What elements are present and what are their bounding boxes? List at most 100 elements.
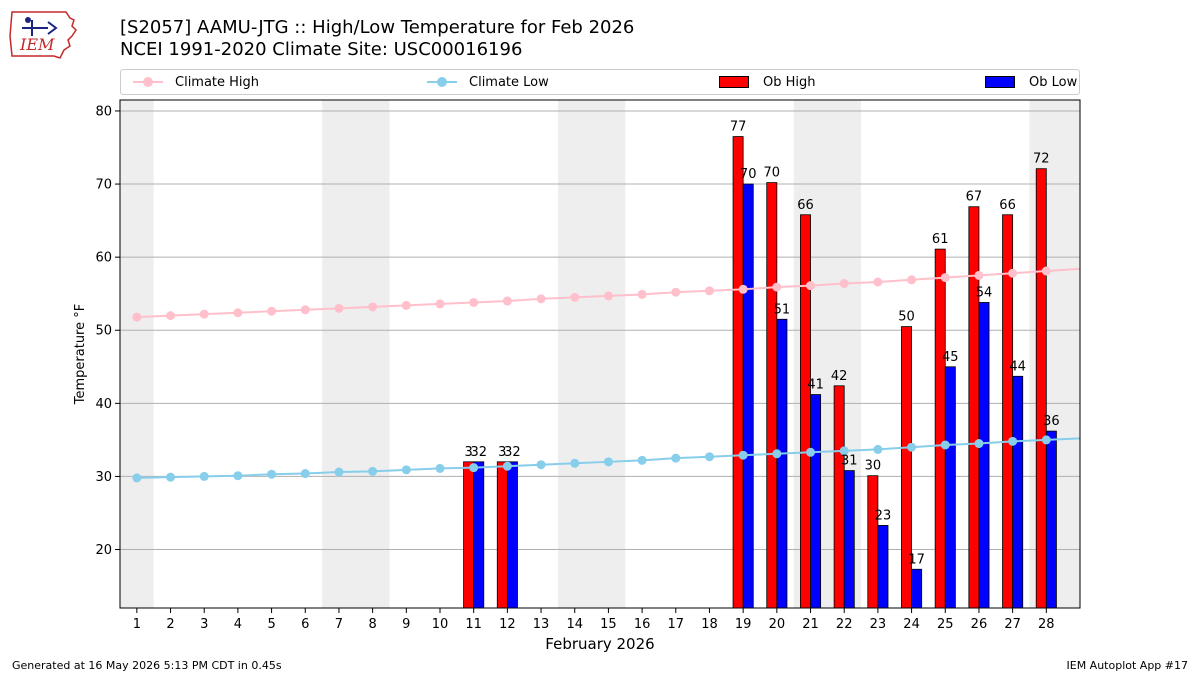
climate-high-point-day-18 [704, 286, 714, 296]
ob-low-label-day-20: 51 [774, 302, 791, 317]
climate-high-point-day-3 [199, 309, 209, 319]
ob-low-label-day-25: 45 [942, 350, 959, 365]
ob-high-label-day-20: 70 [764, 166, 781, 181]
climate-high-point-day-24 [907, 275, 917, 285]
climate-high-point-day-27 [1008, 268, 1018, 278]
climate-high-point-day-26 [974, 270, 984, 280]
climate-low-point-day-15 [603, 457, 613, 467]
climate-high-point-day-17 [671, 287, 681, 297]
climate-high-point-day-21 [806, 281, 816, 291]
x-tick-label-2: 2 [166, 617, 174, 632]
climate-high-point-day-9 [401, 300, 411, 310]
iem-logo: IEM [8, 6, 82, 64]
ob-high-label-day-19: 77 [730, 120, 747, 135]
ob-low-label-day-19: 70 [740, 167, 757, 182]
x-tick-label-3: 3 [200, 617, 208, 632]
climate-high-point-day-7 [334, 303, 344, 313]
ob-low-label-day-27: 44 [1009, 359, 1026, 374]
ob-low-label-day-22: 31 [841, 454, 858, 469]
svg-text:IEM: IEM [19, 35, 55, 54]
generated-timestamp: Generated at 16 May 2026 5:13 PM CDT in … [12, 659, 282, 672]
climate-high-point-day-13 [536, 294, 546, 304]
x-tick-label-24: 24 [903, 617, 920, 632]
climate-high-point-day-22 [839, 278, 849, 288]
x-tick-label-4: 4 [234, 617, 242, 632]
ob-low-label-day-24: 17 [908, 552, 925, 567]
ob-low-bar-day-11 [473, 461, 485, 609]
climate-high-point-day-19 [738, 284, 748, 294]
y-tick-label-40: 40 [95, 397, 112, 412]
climate-low-point-day-2 [166, 472, 176, 482]
ob-low-bar-day-27 [1012, 375, 1024, 609]
ob-low-bar-day-28 [1045, 430, 1057, 609]
ob-low-label-day-21: 41 [807, 378, 824, 393]
x-tick-label-6: 6 [301, 617, 309, 632]
climate-low-point-day-9 [401, 465, 411, 475]
ob-low-label-day-11: 32 [470, 445, 487, 460]
y-tick-label-60: 60 [95, 251, 112, 266]
bar-series [463, 136, 1057, 609]
x-tick-label-14: 14 [566, 617, 583, 632]
legend-ob-low-label: Ob Low [1029, 74, 1078, 90]
x-tick-label-19: 19 [735, 617, 752, 632]
y-tick-label-30: 30 [95, 470, 112, 485]
climate-high-point-day-28 [1041, 266, 1051, 276]
climate-low-point-day-4 [233, 471, 243, 481]
ob-high-bar-day-11 [463, 461, 475, 609]
climate-high-point-day-8 [368, 302, 378, 312]
plot-frame [119, 99, 1081, 609]
weekend-bands [120, 100, 1080, 608]
x-tick-label-12: 12 [499, 617, 516, 632]
chart-title: [S2057] AAMU-JTG :: High/Low Temperature… [120, 17, 635, 38]
ob-high-bar-day-23 [867, 475, 879, 609]
iowa-map-icon: IEM [9, 11, 77, 59]
ob-low-label-day-26: 54 [976, 285, 993, 300]
ob-high-label-day-12: 3 [498, 445, 506, 460]
ob-high-label-day-28: 72 [1033, 152, 1050, 167]
climate-high-point-day-6 [300, 305, 310, 315]
climate-low-point-day-25 [940, 440, 950, 450]
climate-low-point-day-22 [839, 446, 849, 456]
weekend-band-0 [120, 100, 154, 608]
climate-high-point-day-23 [873, 277, 883, 287]
ob-low-bar-day-23 [877, 525, 889, 609]
x-tick-label-8: 8 [368, 617, 376, 632]
climate-low-point-day-7 [334, 467, 344, 477]
x-tick-label-26: 26 [971, 617, 988, 632]
climate-low-point-day-24 [907, 442, 917, 452]
climate-low-point-day-21 [806, 447, 816, 457]
ob-high-label-day-11: 3 [464, 445, 472, 460]
x-tick-label-11: 11 [465, 617, 482, 632]
ob-low-bar-day-24 [911, 568, 923, 609]
app-credit: IEM Autoplot App #17 [1066, 659, 1189, 672]
x-tick-label-22: 22 [836, 617, 853, 632]
climate-low-point-day-27 [1008, 436, 1018, 446]
climate-low-point-day-18 [704, 452, 714, 462]
ob-low-label-day-28: 36 [1043, 414, 1060, 429]
climate-low-point-day-10 [435, 463, 445, 473]
climate-lines [132, 266, 1081, 483]
ob-high-label-day-25: 61 [932, 232, 949, 247]
climate-low-point-day-20 [772, 449, 782, 459]
y-tick-label-50: 50 [95, 324, 112, 339]
ob-low-bar-day-20 [776, 318, 788, 609]
x-tick-label-18: 18 [701, 617, 718, 632]
x-tick-label-20: 20 [769, 617, 786, 632]
ob-high-label-day-23: 30 [865, 459, 882, 474]
grid-lines [120, 110, 1080, 551]
climate-high-point-day-15 [603, 291, 613, 301]
x-tick-label-16: 16 [634, 617, 651, 632]
ob-low-bar-day-26 [978, 302, 990, 609]
ob-high-label-day-21: 66 [797, 198, 814, 213]
legend-ob-high-box-icon [719, 76, 749, 88]
climate-low-point-day-6 [300, 469, 310, 479]
climate-low-point-day-3 [199, 471, 209, 481]
legend-ob-low-box-icon [985, 76, 1015, 88]
y-tick-label-70: 70 [95, 178, 112, 193]
ob-low-bar-day-12 [506, 461, 518, 609]
x-tick-label-21: 21 [802, 617, 819, 632]
climate-high-point-day-4 [233, 308, 243, 318]
climate-high-point-day-11 [469, 297, 479, 307]
